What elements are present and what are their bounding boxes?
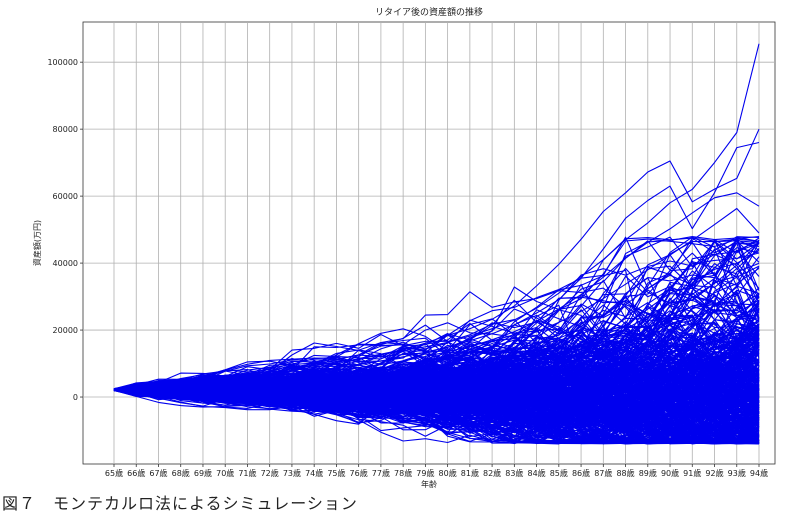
x-tick-label: 77歳 [372,468,390,478]
x-axis-label: 年齢 [421,479,437,489]
simulation-path [113,366,760,437]
y-ticks: 0 20000 40000 60000 80000 100000 [47,58,83,402]
x-tick-label: 75歳 [327,468,345,478]
simulation-path-extreme [113,43,760,390]
x-tick-label: 67歳 [149,468,167,478]
x-tick-label: 65歳 [105,468,123,478]
x-tick-label: 92歳 [705,468,723,478]
figure-caption: 図７ モンテカルロ法によるシミュレーション [2,494,358,513]
simulation-path-extreme [113,141,760,390]
x-tick-label: 71歳 [238,468,256,478]
x-tick-label: 84歳 [527,468,545,478]
simulation-path-extreme [113,388,760,442]
x-tick-label: 87歳 [594,468,612,478]
simulation-path-extreme [113,207,760,391]
x-tick-label: 78歳 [394,468,412,478]
x-tick-label: 82歳 [483,468,501,478]
simulation-path-extreme [113,389,760,438]
y-tick-label: 40000 [53,259,78,268]
x-tick-label: 66歳 [127,468,145,478]
x-tick-label: 73歳 [283,468,301,478]
y-tick-label: 60000 [53,192,78,201]
x-tick-label: 69歳 [194,468,212,478]
x-tick-label: 91歳 [683,468,701,478]
y-tick-label: 100000 [47,58,78,67]
x-tick-label: 68歳 [172,468,190,478]
y-tick-label: 0 [73,393,78,402]
chart: 65歳 66歳 67歳 68歳 69歳 70歳 71歳 72歳 73歳 74歳 75歳 76歳 77歳 7… [32,6,776,489]
x-tick-label: 93歳 [728,468,746,478]
x-tick-label: 74歳 [305,468,323,478]
simulation-path [113,384,760,429]
x-tick-label: 94歳 [750,468,768,478]
simulation-path-extreme [113,192,760,391]
chart-title: リタイア後の資産額の推移 [375,6,483,18]
x-tick-label: 89歳 [639,468,657,478]
x-tick-label: 86歳 [572,468,590,478]
y-tick-label: 20000 [53,326,78,335]
simulation-path-extreme [113,247,760,391]
simulation-path-extreme [113,128,760,390]
x-ticks: 65歳 66歳 67歳 68歳 69歳 70歳 71歳 72歳 73歳 74歳 75歳 76歳 77歳 7… [105,464,768,478]
lines [113,43,760,445]
y-tick-label: 80000 [53,125,78,134]
x-tick-label: 88歳 [616,468,634,478]
x-tick-label: 76歳 [350,468,368,478]
x-tick-label: 70歳 [216,468,234,478]
x-tick-label: 81歳 [461,468,479,478]
x-tick-label: 72歳 [261,468,279,478]
x-tick-label: 80歳 [439,468,457,478]
simulation-path [113,360,760,428]
simulation-path [113,388,760,444]
y-axis-label: 資産額(万円) [32,220,42,266]
simulation-path [113,370,760,414]
x-tick-label: 79歳 [416,468,434,478]
simulation-path [113,319,760,392]
x-tick-label: 85歳 [550,468,568,478]
x-tick-label: 90歳 [661,468,679,478]
x-tick-label: 83歳 [505,468,523,478]
